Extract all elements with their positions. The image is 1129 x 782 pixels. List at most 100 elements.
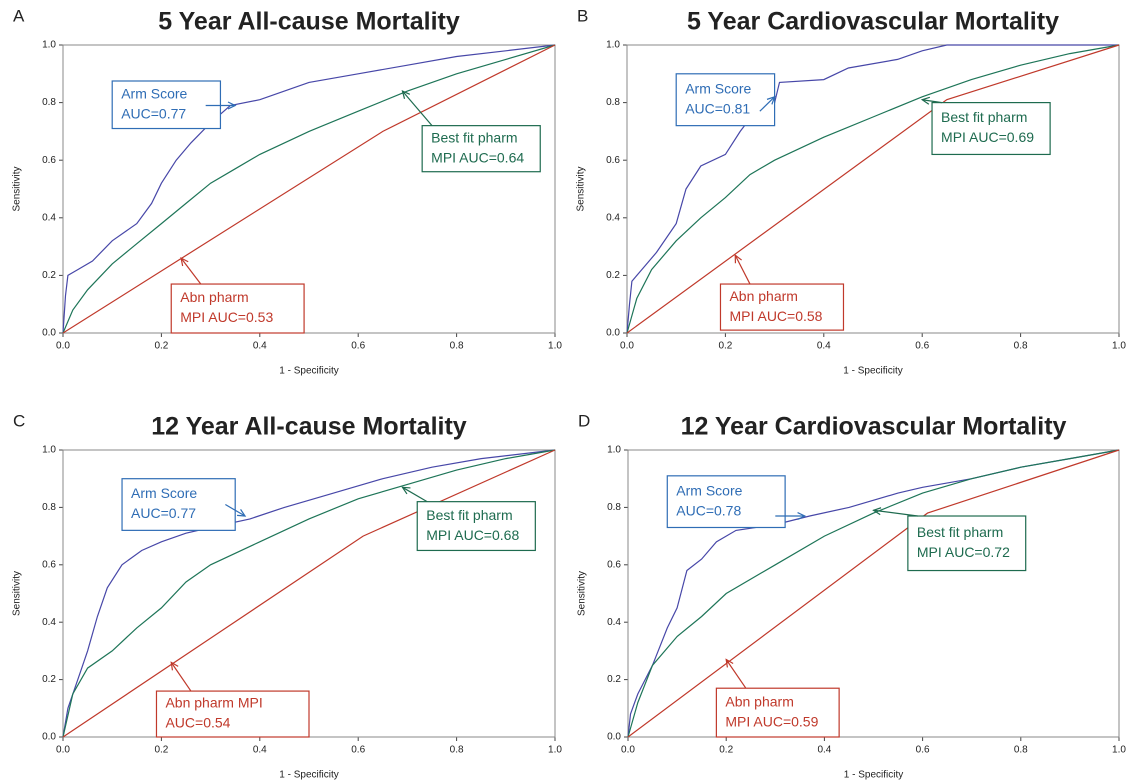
annotation-text: AUC=0.77	[121, 105, 186, 121]
y-axis-label: Sensitivity	[577, 571, 588, 616]
roc-curve	[62, 44, 556, 334]
x-axis-label: 1 - Specificity	[843, 366, 902, 377]
annotation-text: MPI AUC=0.69	[941, 129, 1034, 145]
x-tick-label: 0.4	[817, 745, 831, 756]
annotation-text: AUC=0.78	[676, 502, 741, 518]
x-tick-label: 0.2	[719, 745, 733, 756]
arrow-head	[180, 257, 189, 267]
annotation-text: MPI AUC=0.64	[431, 149, 524, 165]
y-tick-label: 0.8	[42, 502, 56, 513]
annotation-text: Arm Score	[121, 85, 187, 101]
y-tick-label: 1.0	[606, 40, 620, 51]
panel-label: C	[13, 411, 25, 430]
x-tick-label: 1.0	[1112, 745, 1126, 756]
plot-frame	[62, 44, 556, 334]
roc-curve	[627, 449, 1120, 738]
x-tick-label: 0.2	[718, 341, 732, 352]
annotation-text: Abn pharm	[729, 288, 797, 304]
annotation-text: Abn pharm	[725, 693, 793, 709]
annotation-box	[421, 125, 541, 173]
roc-curve	[62, 449, 556, 738]
panel-label: A	[13, 6, 25, 25]
x-tick-label: 0.8	[1014, 341, 1028, 352]
y-axis-label: Sensitivity	[12, 166, 23, 211]
annotation-box	[121, 478, 236, 531]
arrow-head	[734, 254, 742, 264]
y-tick-label: 0.8	[606, 97, 620, 108]
annotation-box	[155, 690, 310, 738]
y-tick-label: 1.0	[42, 445, 56, 456]
annotation-text: Best fit pharm	[431, 129, 517, 145]
x-tick-label: 1.0	[548, 341, 562, 352]
x-tick-label: 1.0	[1112, 341, 1126, 352]
arrow-head	[237, 509, 247, 517]
annotation-arrow	[734, 254, 751, 285]
annotation-text: Arm Score	[131, 485, 197, 501]
y-tick-label: 0.4	[42, 617, 56, 628]
annotation-text: Best fit pharm	[426, 507, 512, 523]
arrow-head	[920, 96, 931, 105]
annotation-text: Best fit pharm	[917, 524, 1003, 540]
annotation-box	[416, 501, 536, 552]
annotation-text: Best fit pharm	[941, 109, 1027, 125]
arrow-head	[872, 507, 882, 516]
chart-title: 5 Year Cardiovascular Mortality	[687, 8, 1059, 36]
y-tick-label: 0.4	[607, 617, 621, 628]
roc-curve	[62, 44, 556, 334]
annotation-arrow	[225, 504, 246, 517]
annotation-text: MPI AUC=0.53	[180, 309, 273, 325]
x-tick-label: 0.6	[915, 341, 929, 352]
annotation-arrow	[180, 257, 202, 285]
annotation-text: AUC=0.54	[165, 715, 230, 731]
annotation-arrow	[402, 486, 428, 503]
x-axis-label: 1 - Specificity	[279, 366, 338, 377]
x-tick-label: 0.0	[56, 341, 70, 352]
y-tick-label: 0.6	[607, 559, 621, 570]
y-tick-label: 1.0	[607, 445, 621, 456]
x-tick-label: 0.4	[253, 745, 267, 756]
annotation-arrow	[725, 659, 747, 689]
roc-curve	[626, 44, 1119, 334]
x-axis-label: 1 - Specificity	[279, 770, 338, 781]
y-tick-label: 0.0	[606, 328, 620, 339]
y-tick-label: 0.6	[42, 559, 56, 570]
x-tick-label: 0.8	[450, 745, 464, 756]
annotation-text: AUC=0.81	[685, 100, 750, 116]
y-tick-label: 0.2	[606, 270, 620, 281]
x-tick-label: 0.0	[56, 745, 70, 756]
x-tick-label: 0.4	[817, 341, 831, 352]
annotation-text: MPI AUC=0.72	[917, 544, 1010, 560]
x-tick-label: 0.6	[351, 341, 365, 352]
annotation-arrow	[170, 662, 192, 692]
y-tick-label: 0.8	[607, 502, 621, 513]
x-axis-label: 1 - Specificity	[844, 770, 903, 781]
panel-label: B	[577, 6, 588, 25]
annotation-box	[111, 80, 222, 130]
annotation-box	[666, 475, 786, 529]
panel: C 12 Year All-cause Mortality 1 - Specific…	[12, 411, 563, 780]
annotation-arrow	[922, 99, 942, 104]
panel: B 5 Year Cardiovascular Mortality 1 - Spec…	[576, 6, 1127, 376]
chart-title: 5 Year All-cause Mortality	[158, 8, 460, 36]
y-tick-label: 0.4	[606, 212, 620, 223]
panel: D 12 Year Cardiovascular Mortality 1 - Spe…	[577, 411, 1127, 780]
roc-curve	[62, 44, 556, 334]
arrow-head	[401, 90, 411, 99]
annotation-box	[715, 687, 840, 738]
roc-curve	[626, 44, 1120, 334]
y-tick-label: 1.0	[42, 40, 56, 51]
annotation-arrow	[873, 509, 918, 517]
annotation-text: MPI AUC=0.59	[725, 713, 818, 729]
annotation-text: AUC=0.77	[131, 505, 196, 521]
annotation-text: MPI AUC=0.58	[729, 308, 822, 324]
y-tick-label: 0.2	[42, 674, 56, 685]
x-tick-label: 0.2	[154, 341, 168, 352]
annotation-box	[675, 73, 776, 127]
x-tick-label: 1.0	[548, 745, 562, 756]
x-tick-label: 0.0	[621, 745, 635, 756]
plot-frame	[626, 44, 1120, 334]
y-axis-label: Sensitivity	[12, 571, 23, 616]
arrow-head	[797, 511, 807, 521]
arrow-head	[227, 101, 237, 110]
